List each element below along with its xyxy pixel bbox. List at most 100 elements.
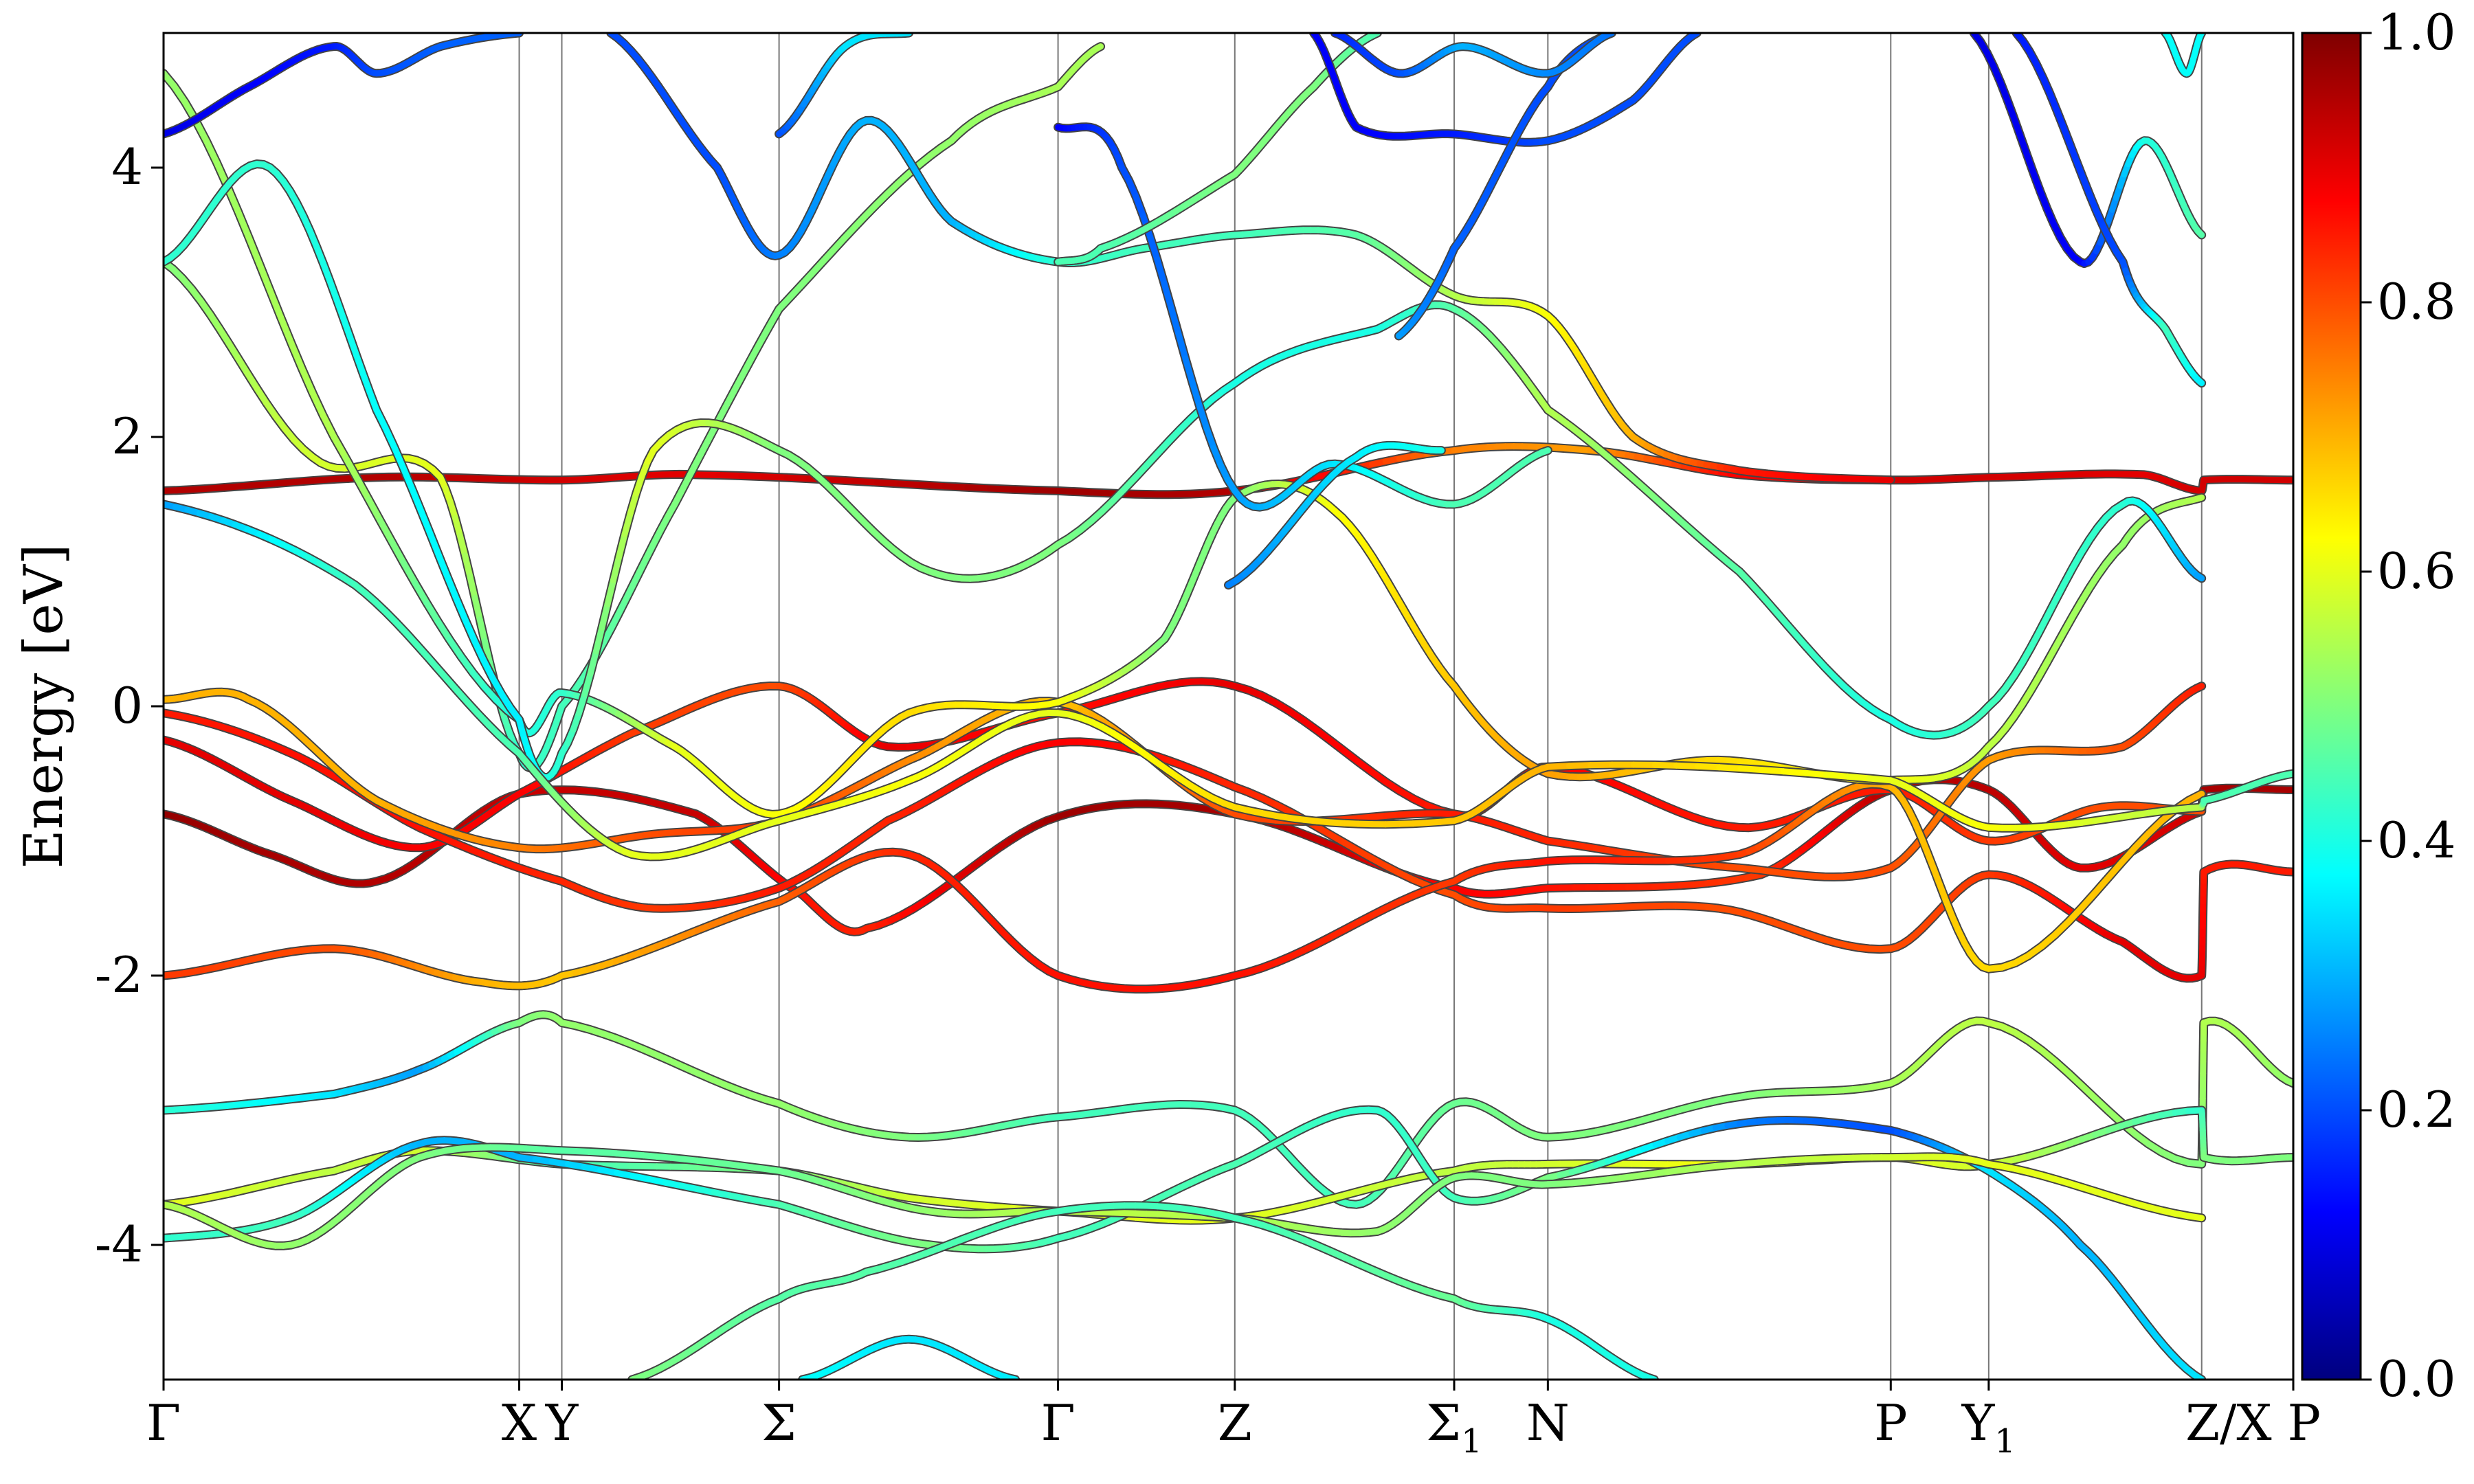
band-segment [2196,378,2205,387]
band-segment [471,638,487,664]
band-segment [1866,775,1894,784]
y-tick-label: 4 [111,138,143,196]
band-segment [1210,445,1224,469]
band-segment [1203,425,1217,451]
band-series [1054,122,1552,512]
band-segment [342,454,361,482]
band-segment [1780,768,1809,776]
x-axis: Γ X Y Σ Γ Z Σ1 N P Y1 Z/X P [146,1380,2321,1461]
band-segment [445,574,460,603]
band-segment [346,333,360,359]
band-segment [1182,355,1196,386]
band-series [164,779,2207,994]
band-segment [471,594,483,623]
kpoint-label: Z [1218,1394,1252,1452]
band-segment [2195,228,2205,238]
band-series [1330,33,1616,78]
band-segment [2105,859,2125,881]
band-segment [288,340,305,372]
band-series [774,33,914,139]
band-segment [581,670,594,697]
colorbar-tick-label: 0.6 [2377,542,2456,600]
band-segment [458,653,476,676]
band-outline [1969,33,2207,269]
band-segment [2078,889,2099,911]
band-segment [452,515,463,539]
colorbar-tick-label: 1.0 [2377,3,2456,61]
band-series [606,33,1895,485]
band-segment [593,625,605,655]
band-segment [2030,170,2044,195]
band-segment [1716,764,1744,772]
band-outline [164,1143,2207,1250]
band-segment [340,315,353,340]
band-outline [1309,33,1702,147]
band-lines [164,33,2293,1380]
band-series [2161,33,2207,78]
band-series [164,1143,2207,1250]
band-segment [171,83,188,105]
band-segment [462,552,473,580]
band-segment [388,538,407,566]
band-segment [377,517,395,545]
band-segment [2132,830,2152,851]
band-segment [964,484,994,492]
band-segment [627,490,640,516]
band-segment [245,234,263,267]
band-segment [2092,874,2112,896]
band-segment [1189,379,1203,409]
band-segment [436,552,452,581]
band-segment [1010,486,1039,493]
band-series [164,775,2293,936]
band-segment [400,559,419,586]
band-series [2011,33,2207,388]
band-segment [1759,767,1787,775]
band-segment [354,475,372,503]
band-segment [2010,114,2024,139]
band-segment [382,425,398,451]
band-segment [2052,919,2072,938]
band-segment [298,366,316,396]
band-segment [715,472,745,479]
band-segment [1175,330,1189,362]
kpoint-label: N [1526,1394,1570,1452]
band-segment [366,389,380,414]
colorbar-tick-label: 0.0 [2377,1350,2456,1408]
band-segment [331,434,349,461]
band-segment [941,483,971,491]
band-segment [423,599,442,625]
colorbar: 0.0 0.2 0.4 0.6 0.8 1.0 [2301,3,2456,1408]
band-series [1309,33,1702,147]
band-segment [2017,133,2031,159]
band-segment [427,530,443,559]
band-segment [1566,762,1594,769]
band-segment [463,618,478,644]
band-segment [467,573,478,601]
band-segment [326,278,340,303]
kpoint-label: Σ1 [1426,1394,1482,1461]
band-segment [1133,194,1146,219]
band-series [1224,440,1446,590]
band-segment [2194,683,2205,692]
band-segment [309,390,326,419]
band-segment [2004,96,2017,121]
kpoint-label: Y1 [1961,1394,2016,1461]
band-segment [987,485,1016,493]
band-segment [604,576,616,607]
kpoint-label: P [1874,1394,1907,1452]
band-series [1394,33,1616,341]
band-segment [919,482,948,490]
band-segment [1161,280,1174,312]
band-segment [616,530,628,560]
y-tick-label: 2 [111,407,143,465]
band-segment [873,479,903,487]
band-segment [256,260,274,294]
colorbar-tick-label: 0.4 [2377,811,2456,869]
band-segment [2185,1213,2205,1222]
band-segment [2194,572,2205,582]
kpoint-label: Y [545,1394,579,1452]
band-segment [1539,447,1551,456]
band-segment [409,486,425,515]
band-segment [446,636,465,660]
